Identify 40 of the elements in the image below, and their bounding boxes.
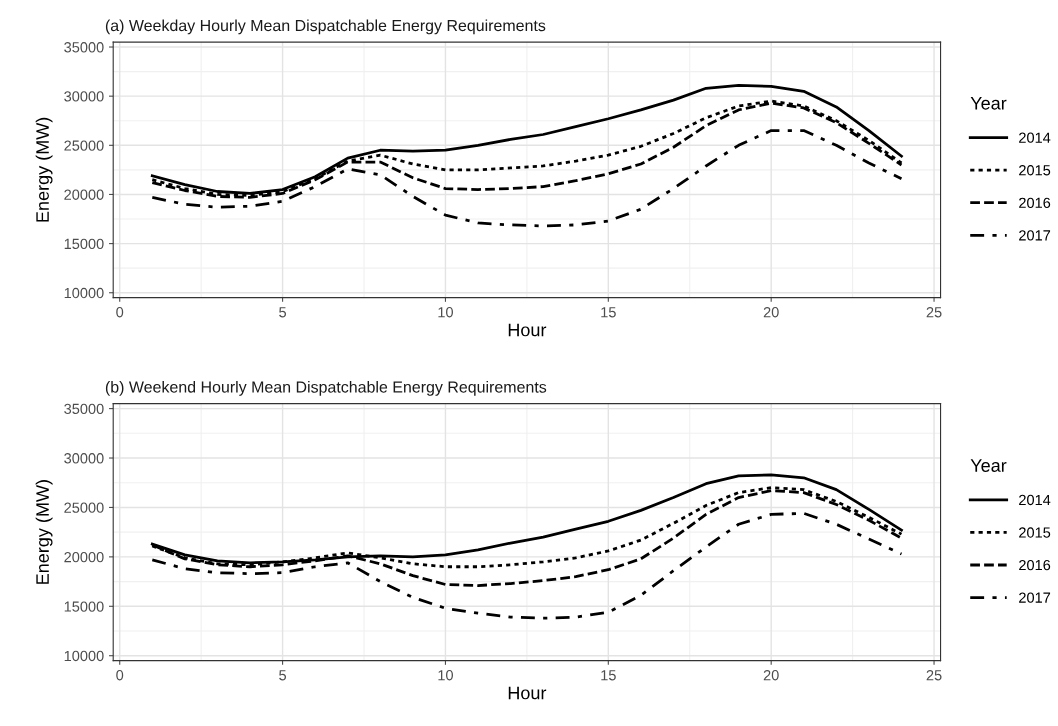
x-tick-label: 20 [763, 670, 779, 681]
y-tick-label: 30000 [64, 91, 104, 102]
y-tick-label: 15000 [64, 238, 104, 250]
legend-label: 2017 [1019, 230, 1051, 241]
x-tick-label: 25 [926, 670, 942, 681]
y-tick-label: 25000 [64, 502, 104, 513]
y-axis-title: Energy (MW) [35, 117, 53, 222]
y-tick-label: 15000 [64, 601, 104, 612]
legend-label: 2014 [1019, 494, 1051, 506]
x-tick-label: 5 [279, 670, 287, 681]
x-tick-label: 20 [763, 307, 779, 318]
x-tick-label: 0 [116, 670, 124, 681]
x-axis-title: Hour [508, 686, 547, 700]
legend-label: 2016 [1019, 559, 1051, 571]
x-tick-label: 5 [279, 307, 287, 318]
y-tick-label: 10000 [64, 287, 104, 299]
legend-label: 2015 [1019, 165, 1051, 176]
y-tick-label: 10000 [64, 650, 104, 662]
chart-title: (a) Weekday Hourly Mean Dispatchable Energy Requirements [105, 19, 546, 35]
legend-label: 2016 [1019, 197, 1051, 208]
x-tick-label: 15 [601, 670, 616, 681]
y-axis-title: Energy (MW) [35, 480, 53, 584]
y-tick-label: 20000 [64, 551, 104, 563]
legend-title: Year [970, 459, 1007, 472]
x-tick-label: 10 [438, 307, 453, 318]
x-tick-label: 15 [601, 307, 616, 318]
x-tick-label: 25 [926, 307, 942, 318]
legend-label: 2015 [1019, 527, 1051, 538]
x-tick-label: 0 [116, 307, 124, 318]
y-tick-label: 30000 [64, 453, 104, 464]
x-axis-title: Hour [508, 323, 547, 337]
y-tick-label: 35000 [64, 403, 104, 415]
y-tick-label: 20000 [64, 189, 104, 200]
x-tick-label: 10 [438, 670, 453, 681]
y-tick-label: 25000 [64, 140, 104, 151]
legend-title: Year [970, 97, 1007, 110]
y-tick-label: 35000 [64, 42, 104, 53]
chart-title: (b) Weekend Hourly Mean Dispatchable Energy Requirements [105, 380, 547, 396]
legend-label: 2017 [1019, 592, 1051, 603]
legend-label: 2014 [1019, 132, 1051, 143]
